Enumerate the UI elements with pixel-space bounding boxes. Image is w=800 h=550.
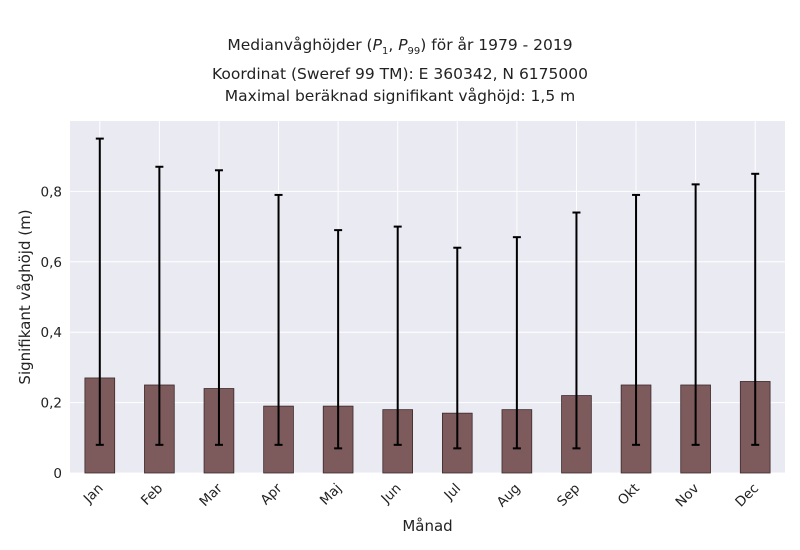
plot-area [70,121,785,473]
chart-title: Medianvåghöjder (P1, P99) för år 1979 - … [0,34,800,107]
x-tick-label: Nov [673,481,703,511]
x-tick-label: Mar [196,480,226,510]
y-tick-label: 0,8 [41,184,62,200]
x-tick-label: Apr [258,480,286,508]
x-tick-label: Okt [615,481,643,509]
x-tick-label: Feb [138,481,166,509]
x-tick-label: Aug [494,481,524,511]
x-tick-label: Jan [80,481,107,508]
x-tick-labels: Jan Feb Mar Apr Maj Jun Jul Aug Sep Okt Nov Dec [80,480,762,510]
y-tick-label: 0,4 [41,325,62,341]
x-tick-label: Maj [317,481,345,509]
y-tick-label: 0,2 [41,396,62,412]
chart-title-line-1: Medianvåghöjder (P1, P99) för år 1979 - … [227,36,573,58]
x-tick-label: Dec [732,481,762,511]
error-bars [95,137,760,450]
chart-title-line-3: Maximal beräknad signifikant våghöjd: 1,… [224,87,576,106]
x-tick-label: Jul [441,481,465,505]
x-tick-label: Jun [378,481,405,508]
chart-title-line-2: Koordinat (Sweref 99 TM): E 360342, N 61… [212,65,588,84]
y-tick-labels: 0 0,2 0,4 0,6 0,8 [41,184,62,482]
x-axis-label: Månad [402,517,452,535]
y-tick-label: 0 [53,466,62,482]
y-tick-label: 0,6 [41,255,62,271]
y-axis-label: Signifikant våghöjd (m) [16,209,34,384]
x-tick-label: Sep [554,481,583,510]
